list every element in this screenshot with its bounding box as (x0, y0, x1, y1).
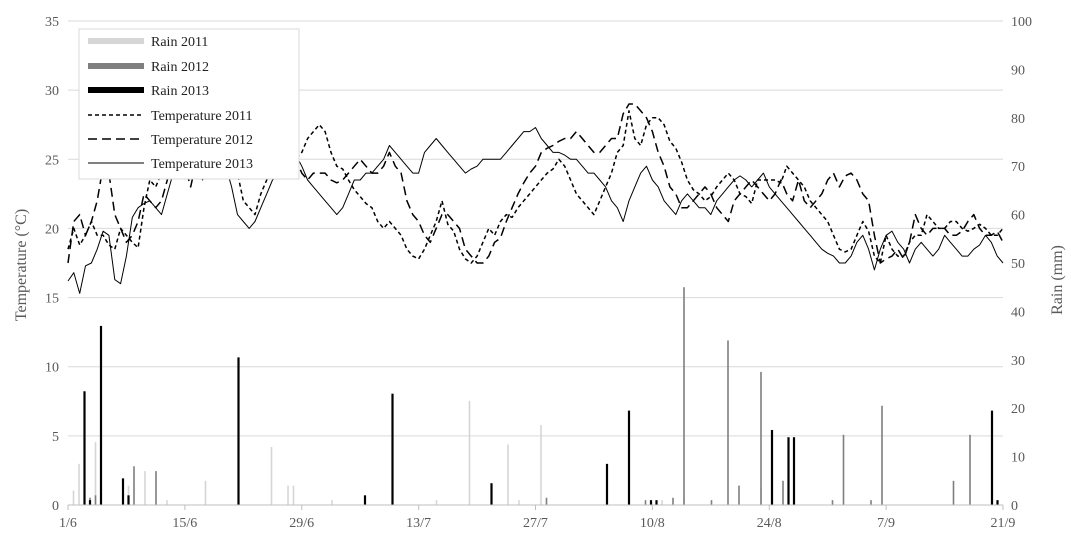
rain-bar-rain-2013 (127, 495, 130, 505)
y-tick-label: 35 (45, 15, 59, 30)
y2-tick-label: 40 (1011, 305, 1025, 320)
rain-bar-rain-2012 (683, 287, 685, 505)
x-tick-label: 7/9 (877, 516, 895, 531)
y-tick-label: 15 (45, 292, 59, 307)
y-tick-label: 20 (45, 222, 59, 237)
legend-label-rain-2011: Rain 2011 (151, 35, 208, 50)
x-tick-label: 24/8 (757, 516, 782, 531)
rain-bars (72, 287, 999, 505)
rain-bar-rain-2012 (94, 495, 97, 505)
y-tick-label: 25 (45, 153, 59, 168)
rain-bar-rain-2011 (78, 463, 80, 505)
rain-bar-rain-2012 (710, 500, 713, 505)
rain-bar-rain-2013 (83, 391, 86, 505)
legend: Rain 2011 Rain 2012 Rain 2013 Temperatur… (78, 28, 300, 180)
y-tick-label: 0 (52, 499, 59, 514)
rain-bar-rain-2012 (738, 485, 740, 505)
y2-tick-label: 90 (1011, 63, 1025, 78)
rain-bar-rain-2011 (435, 500, 438, 505)
y-axis-title: Temperature (°C) (13, 209, 30, 321)
y2-tick-label: 50 (1011, 257, 1025, 272)
rain-bar-rain-2011 (144, 471, 146, 505)
x-axis-ticks: 1/6 15/6 29/6 13/7 27/7 10/8 24/8 7/9 21/9 (59, 505, 1015, 531)
rain-bar-rain-2011 (292, 485, 295, 505)
rain-bar-rain-2013 (490, 483, 493, 505)
rain-bar-rain-2013 (792, 437, 796, 505)
x-tick-label: 21/9 (991, 516, 1016, 531)
rain-bar-rain-2011 (331, 500, 333, 505)
rain-bar-rain-2012 (881, 405, 883, 505)
legend-label-temperature-2011: Temperature 2011 (151, 109, 253, 124)
rain-bar-rain-2011 (270, 446, 273, 505)
y2-tick-label: 0 (1011, 499, 1018, 514)
rain-bar-rain-2012 (760, 371, 762, 505)
rain-bar-rain-2013 (391, 393, 394, 505)
y2-tick-label: 60 (1011, 209, 1025, 224)
legend-label-temperature-2012: Temperature 2012 (151, 133, 253, 148)
rain-bar-rain-2011 (507, 444, 509, 505)
rain-bar-rain-2013 (655, 500, 658, 505)
rain-bar-rain-2011 (468, 400, 471, 505)
x-tick-label: 27/7 (523, 516, 548, 531)
rain-bar-rain-2011 (166, 500, 168, 505)
rain-bar-rain-2013 (787, 437, 790, 505)
rain-bar-rain-2012 (870, 500, 872, 505)
rain-bar-rain-2011 (540, 425, 542, 505)
rain-bar-rain-2011 (94, 442, 97, 505)
x-tick-label: 29/6 (289, 516, 314, 531)
y2-tick-label: 80 (1011, 112, 1025, 127)
rain-bar-rain-2012 (952, 480, 955, 505)
legend-box (78, 28, 300, 180)
legend-label-rain-2013: Rain 2013 (151, 84, 209, 99)
rain-bar-rain-2013 (649, 500, 653, 505)
rain-bar-rain-2012 (672, 497, 674, 505)
rain-bar-rain-2012 (842, 434, 845, 505)
rain-bar-rain-2011 (518, 500, 520, 505)
rain-bar-rain-2013 (99, 325, 103, 505)
y2-tick-label: 10 (1011, 451, 1025, 466)
legend-label-rain-2012: Rain 2012 (151, 60, 209, 75)
rain-bar-rain-2012 (545, 497, 548, 505)
rain-bar-rain-2012 (644, 500, 647, 505)
right-axis-ticks: 0 10 20 30 40 50 60 70 80 90 100 (1011, 15, 1032, 514)
rain-bar-rain-2013 (770, 429, 774, 505)
y2-tick-label: 70 (1011, 160, 1025, 175)
rain-bar-rain-2013 (121, 478, 125, 505)
y2-tick-label: 100 (1011, 15, 1032, 30)
left-axis-ticks: 0 5 10 15 20 25 30 35 (45, 15, 59, 514)
y2-tick-label: 20 (1011, 402, 1025, 417)
x-tick-label: 10/8 (640, 516, 665, 531)
y-tick-label: 5 (52, 430, 59, 445)
temperature-line-temperature-2012 (67, 103, 1004, 264)
rain-bar-rain-2012 (969, 434, 971, 505)
x-tick-label: 15/6 (172, 516, 197, 531)
y2-axis-title: Rain (mm) (1049, 245, 1066, 315)
rain-bar-rain-2013 (237, 357, 240, 505)
legend-label-temperature-2013: Temperature 2013 (151, 157, 253, 172)
rain-bar-rain-2011 (204, 480, 207, 505)
y2-tick-label: 30 (1011, 354, 1025, 369)
rain-bar-rain-2011 (661, 500, 663, 505)
rain-bar-rain-2013 (990, 410, 994, 505)
rain-bar-rain-2013 (996, 500, 999, 505)
rain-bar-rain-2012 (133, 466, 135, 505)
rain-bar-rain-2011 (72, 490, 75, 505)
rain-bar-rain-2012 (782, 480, 784, 505)
rain-bar-rain-2012 (727, 340, 729, 505)
rain-bar-rain-2013 (627, 410, 631, 505)
rain-bar-rain-2013 (605, 463, 609, 505)
rain-bar-rain-2011 (287, 485, 289, 505)
rain-bar-rain-2012 (155, 471, 157, 505)
x-tick-label: 1/6 (59, 516, 77, 531)
x-tick-label: 13/7 (406, 516, 431, 531)
y-tick-label: 10 (45, 361, 59, 376)
y-tick-label: 30 (45, 84, 59, 99)
rain-bar-rain-2013 (88, 500, 92, 505)
rain-bar-rain-2013 (363, 495, 367, 505)
rain-bar-rain-2012 (831, 500, 834, 505)
